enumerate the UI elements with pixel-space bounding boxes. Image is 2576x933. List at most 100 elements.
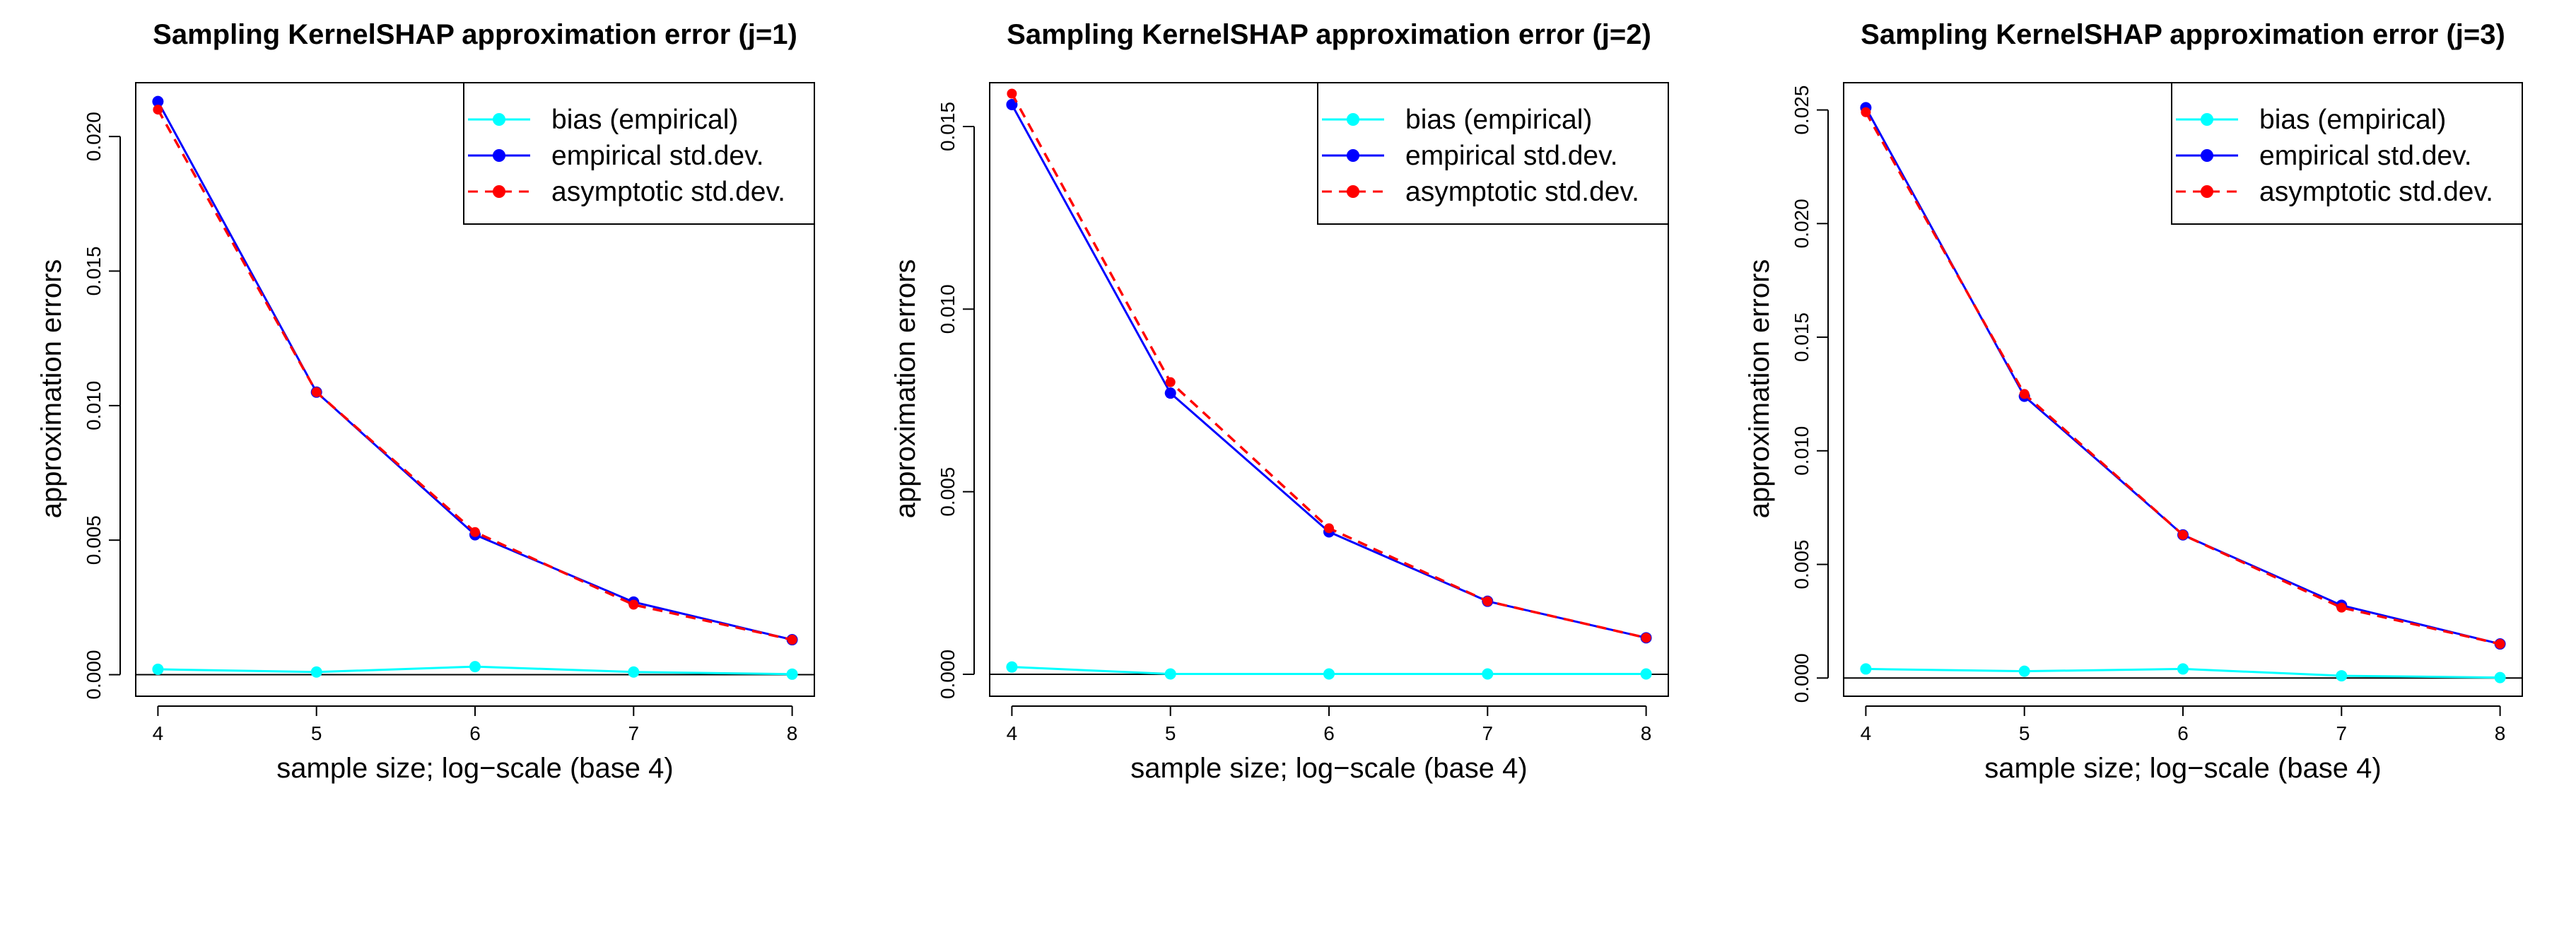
- data-point-empirical: [1006, 99, 1018, 110]
- y-axis-label: approximation errors: [36, 259, 67, 519]
- y-axis-label: approximation errors: [890, 259, 921, 519]
- x-axis: 4 5 6 7 8: [1007, 705, 1652, 744]
- data-point-asymptotic: [153, 105, 163, 115]
- x-axis-label: sample size; log−scale (base 4): [1984, 753, 2381, 784]
- data-point-bias: [469, 661, 481, 673]
- x-tick-label: 6: [469, 722, 481, 744]
- x-tick-label: 7: [1482, 722, 1494, 744]
- x-tick-label: 4: [1007, 722, 1018, 744]
- y-axis: 0.000 0.005 0.010 0.015 0.020: [83, 112, 121, 700]
- data-point-asymptotic: [311, 387, 322, 397]
- y-axis: 0.000 0.005 0.010 0.015 0.020 0.025: [1791, 86, 1829, 703]
- y-axis-label: approximation errors: [1744, 259, 1775, 519]
- legend-marker-asymptotic: [1347, 185, 1359, 198]
- data-point-bias: [1006, 661, 1018, 673]
- data-point-asymptotic: [1007, 88, 1017, 99]
- y-tick-label: 0.010: [1791, 426, 1813, 476]
- chart-title: Sampling KernelSHAP approximation error …: [1007, 19, 1651, 50]
- y-tick-label: 0.000: [1791, 653, 1813, 703]
- x-tick-label: 4: [1861, 722, 1872, 744]
- data-point-asymptotic: [1482, 596, 1493, 606]
- x-axis-label: sample size; log−scale (base 4): [1130, 753, 1527, 784]
- data-point-asymptotic: [2495, 639, 2505, 650]
- x-tick-label: 8: [787, 722, 798, 744]
- legend-label-asymptotic: asymptotic std.dev.: [1405, 177, 1639, 207]
- data-point-bias: [152, 663, 164, 675]
- data-point-asymptotic: [470, 527, 480, 537]
- x-axis: 4 5 6 7 8: [153, 705, 798, 744]
- x-tick-label: 8: [2495, 722, 2506, 744]
- chart-panel-1: Sampling KernelSHAP approximation error …: [36, 19, 815, 784]
- legend-marker-bias: [2201, 113, 2213, 126]
- data-point-asymptotic: [1324, 523, 1334, 534]
- legend: bias (empirical) empirical std.dev. asym…: [2171, 82, 2523, 225]
- x-axis: 4 5 6 7 8: [1861, 705, 2506, 744]
- y-tick-label: 0.015: [1791, 312, 1813, 362]
- data-point-asymptotic: [2019, 389, 2030, 399]
- x-tick-label: 5: [1165, 722, 1176, 744]
- data-point-bias: [1640, 668, 1652, 680]
- y-tick-label: 0.005: [1791, 540, 1813, 589]
- y-tick-label: 0.000: [83, 650, 105, 700]
- y-tick-label: 0.010: [937, 284, 959, 334]
- y-tick-label: 0.020: [1791, 199, 1813, 248]
- legend: bias (empirical) empirical std.dev. asym…: [463, 82, 815, 225]
- legend-marker-bias: [493, 113, 505, 126]
- legend-marker-empirical: [493, 149, 505, 162]
- data-point-asymptotic: [628, 599, 639, 610]
- y-tick-label: 0.000: [937, 650, 959, 699]
- legend-label-bias: bias (empirical): [551, 105, 738, 135]
- legend-marker-empirical: [1347, 149, 1359, 162]
- data-point-bias: [1860, 663, 1872, 675]
- data-point-bias: [1323, 668, 1335, 680]
- data-point-bias: [1164, 668, 1176, 680]
- y-tick-label: 0.015: [83, 246, 105, 295]
- data-point-asymptotic: [1641, 633, 1651, 643]
- data-point-bias: [2018, 665, 2030, 677]
- x-tick-label: 6: [1323, 722, 1335, 744]
- legend: bias (empirical) empirical std.dev. asym…: [1317, 82, 1669, 225]
- data-point-asymptotic: [1861, 107, 1871, 117]
- legend-box: [463, 82, 815, 225]
- x-tick-label: 4: [153, 722, 164, 744]
- y-tick-label: 0.005: [83, 515, 105, 565]
- x-tick-label: 7: [2336, 722, 2348, 744]
- data-point-bias: [1482, 668, 1494, 680]
- chart-title: Sampling KernelSHAP approximation error …: [153, 19, 797, 50]
- legend-label-bias: bias (empirical): [2259, 105, 2446, 135]
- x-tick-label: 6: [2177, 722, 2189, 744]
- data-point-bias: [2177, 663, 2189, 675]
- data-point-asymptotic: [2336, 602, 2347, 613]
- x-tick-label: 5: [2019, 722, 2030, 744]
- x-tick-label: 5: [311, 722, 322, 744]
- data-layer: [1844, 102, 2522, 683]
- y-tick-label: 0.015: [937, 102, 959, 151]
- y-tick-label: 0.010: [83, 381, 105, 430]
- data-point-bias: [2336, 670, 2348, 682]
- y-tick-label: 0.020: [83, 112, 105, 161]
- chart-panel-2: Sampling KernelSHAP approximation error …: [890, 19, 1669, 784]
- legend-label-empirical: empirical std.dev.: [1405, 141, 1618, 171]
- y-tick-label: 0.025: [1791, 86, 1813, 135]
- x-axis-label: sample size; log−scale (base 4): [276, 753, 673, 784]
- chart-title: Sampling KernelSHAP approximation error …: [1861, 19, 2505, 50]
- data-point-bias: [2494, 671, 2506, 683]
- legend-marker-bias: [1347, 113, 1359, 126]
- data-point-bias: [310, 666, 322, 678]
- data-layer: [990, 88, 1668, 680]
- legend-box: [2171, 82, 2523, 225]
- data-point-asymptotic: [787, 635, 797, 645]
- legend-label-bias: bias (empirical): [1405, 105, 1592, 135]
- legend-label-empirical: empirical std.dev.: [2259, 141, 2472, 171]
- chart-panel-3: Sampling KernelSHAP approximation error …: [1744, 19, 2523, 784]
- data-point-bias: [786, 668, 798, 680]
- data-point-bias: [628, 666, 640, 678]
- legend-box: [1317, 82, 1669, 225]
- legend-label-empirical: empirical std.dev.: [551, 141, 764, 171]
- x-tick-label: 7: [628, 722, 640, 744]
- legend-label-asymptotic: asymptotic std.dev.: [551, 177, 785, 207]
- legend-label-asymptotic: asymptotic std.dev.: [2259, 177, 2493, 207]
- data-point-asymptotic: [2178, 529, 2188, 540]
- x-tick-label: 8: [1641, 722, 1652, 744]
